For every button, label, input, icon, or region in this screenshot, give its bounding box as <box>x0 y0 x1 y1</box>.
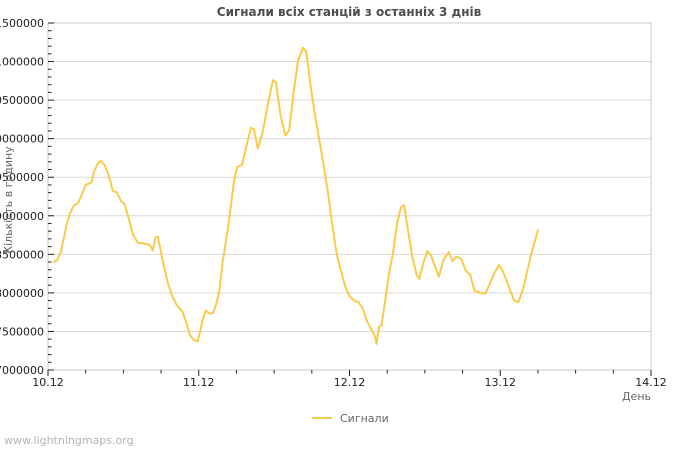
y-axis-title: Кількість в годину <box>2 146 15 254</box>
x-tick-label: 13.12 <box>485 376 517 389</box>
y-tick-label: 7500000 <box>0 325 44 338</box>
x-tick-label: 11.12 <box>183 376 215 389</box>
y-tick-label: 8000000 <box>0 287 44 300</box>
y-tick-label: 10000000 <box>0 133 44 146</box>
axis-tick-labels: 7000000 7500000 8000000 8500000 9000000 95000… <box>0 17 667 389</box>
x-tick-label: 12.12 <box>334 376 366 389</box>
plot-frame <box>47 22 652 371</box>
legend-label: Сигнали <box>340 412 389 425</box>
x-tick-label: 14.12 <box>635 376 667 389</box>
chart-title: Сигнали всіх станцій з останніх 3 днів <box>217 5 482 19</box>
y-tick-label: 9500000 <box>0 171 44 184</box>
y-tick-label: 11500000 <box>0 17 44 30</box>
legend: Сигнали <box>312 412 389 425</box>
y-tick-label: 8500000 <box>0 248 44 261</box>
y-tick-label: 11000000 <box>0 56 44 69</box>
axis-ticks <box>47 22 652 376</box>
y-tick-label: 7000000 <box>0 364 44 377</box>
y-tick-label: 10500000 <box>0 94 44 107</box>
x-axis-title: День <box>622 390 651 403</box>
plot-border <box>47 22 652 371</box>
series-polyline-signals <box>53 46 539 345</box>
watermark-link[interactable]: www.lightningmaps.org <box>4 434 134 447</box>
y-tick-label: 9000000 <box>0 210 44 223</box>
x-tick-label: 10.12 <box>32 376 64 389</box>
gridlines <box>48 61 651 332</box>
data-series-line <box>53 46 539 345</box>
